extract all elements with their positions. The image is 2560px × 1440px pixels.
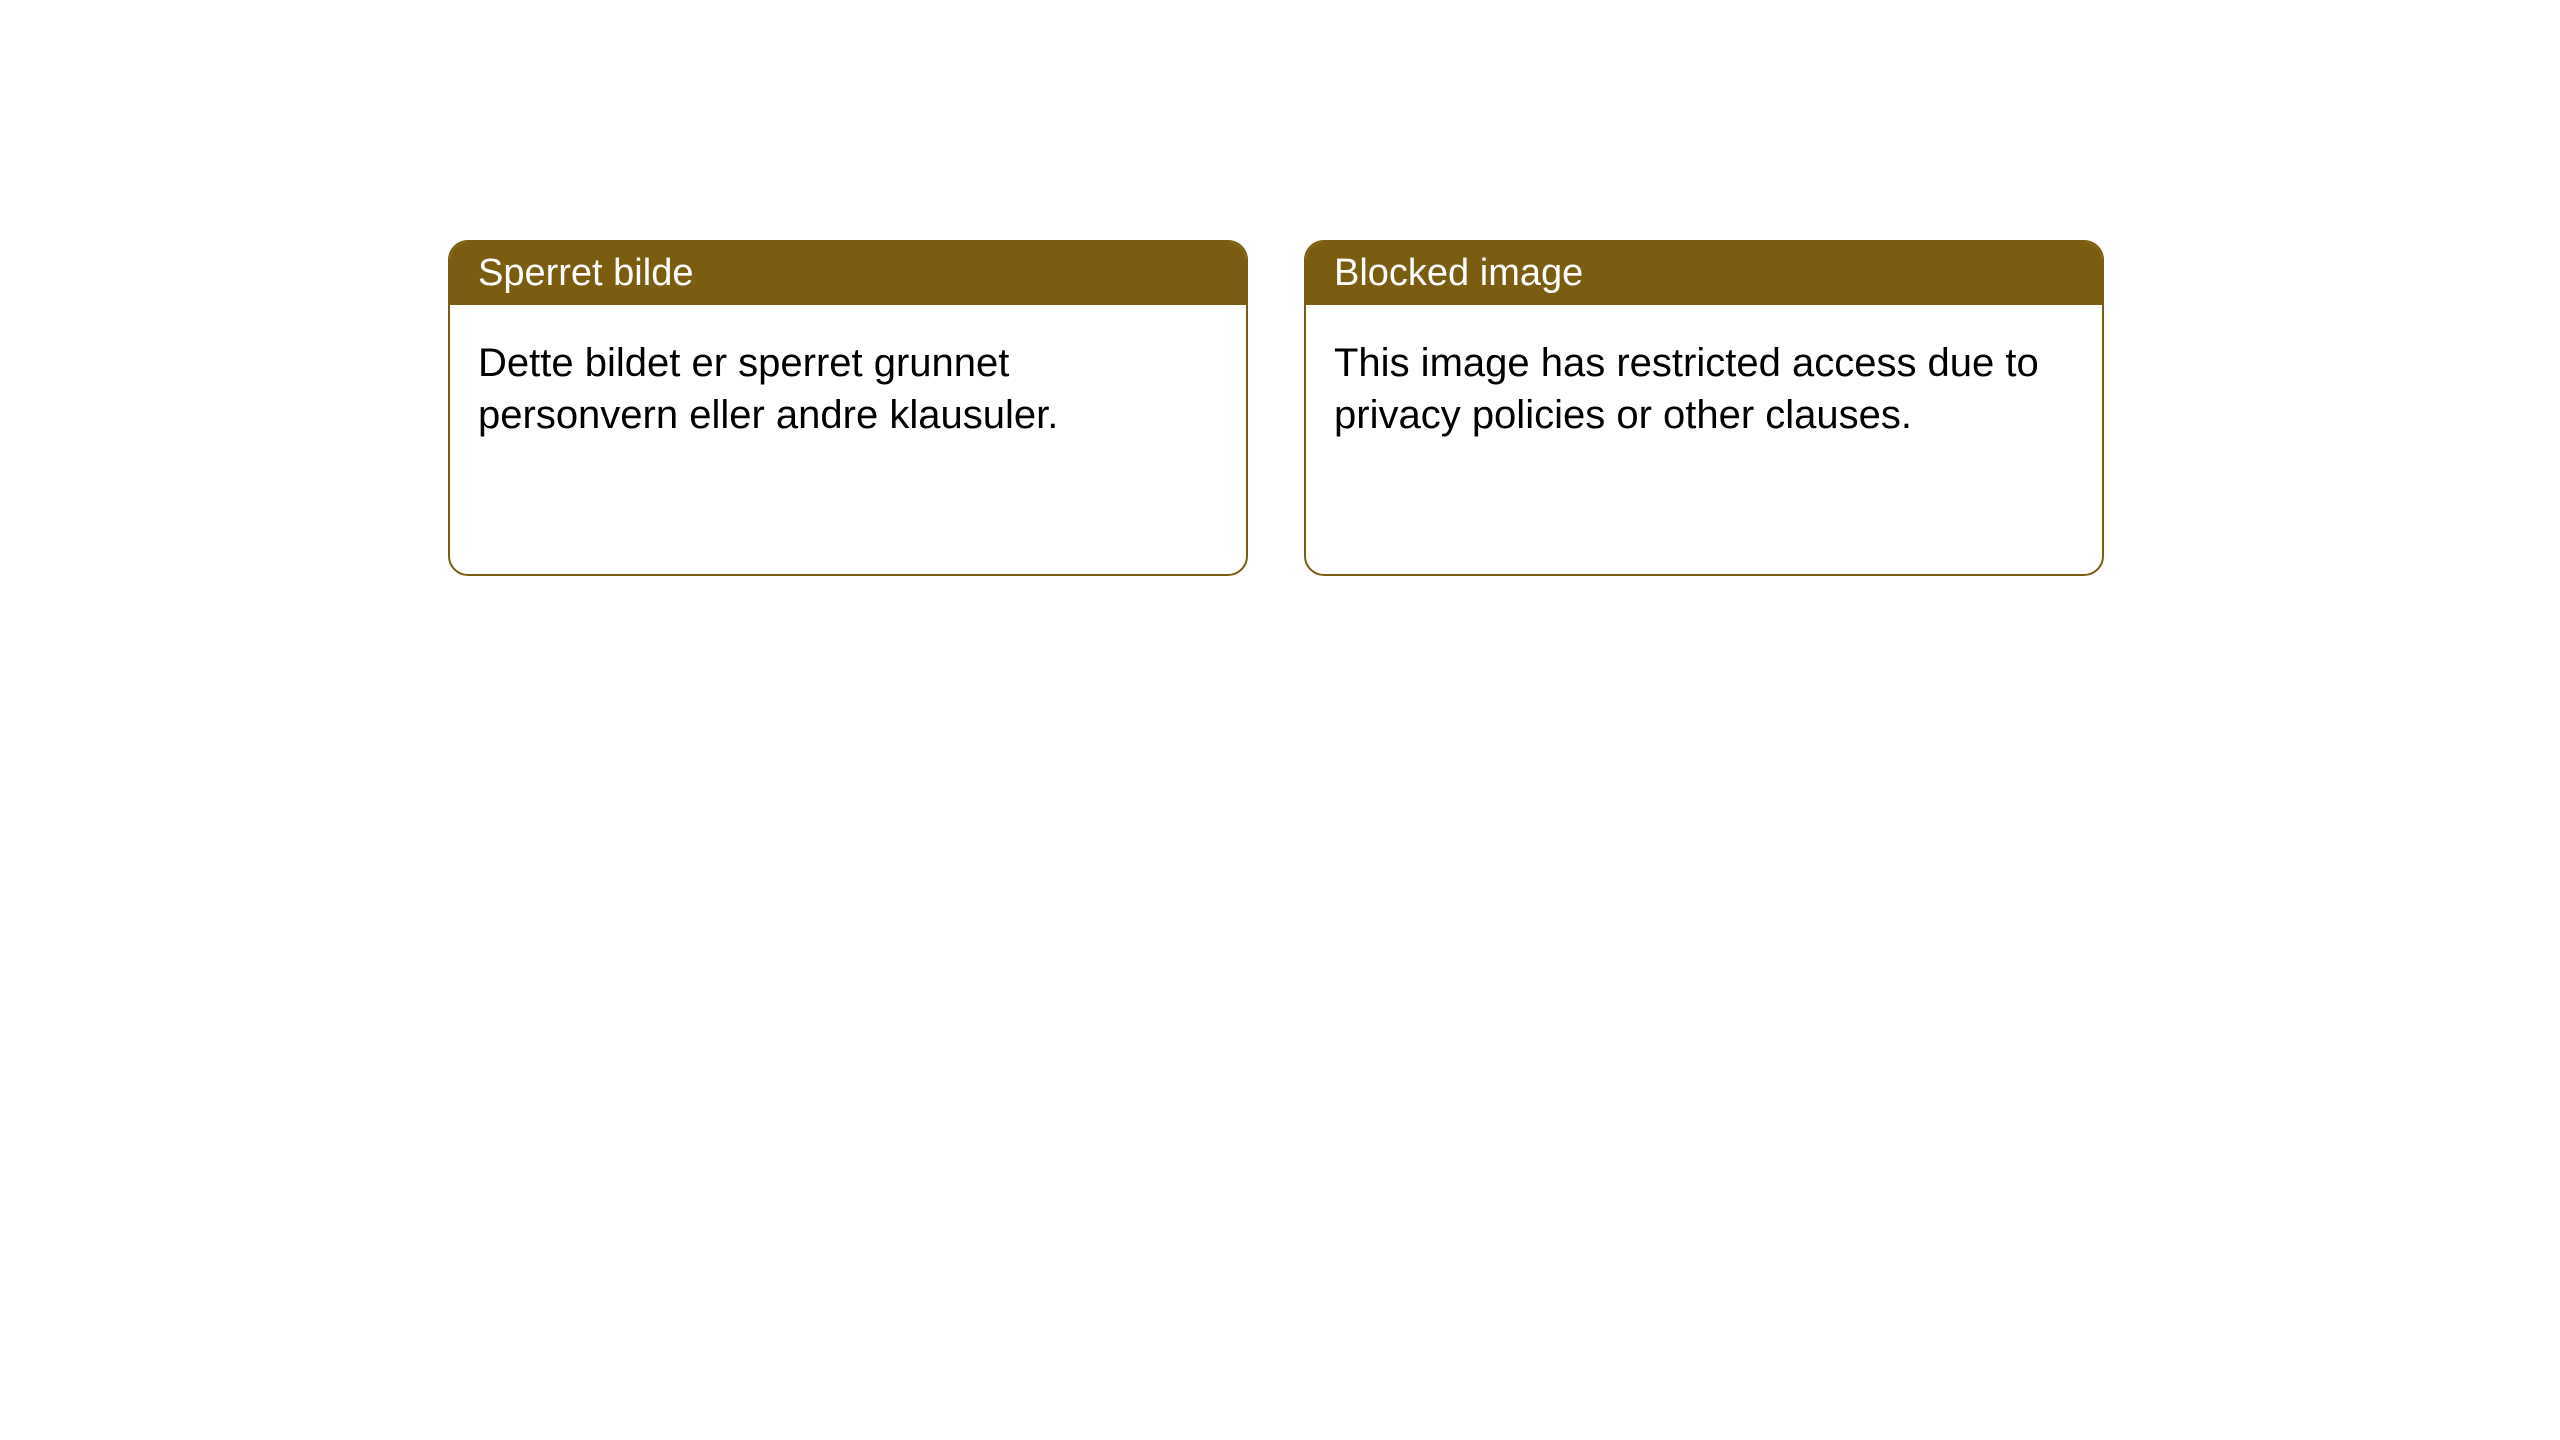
notice-title: Blocked image (1306, 242, 2102, 305)
notice-title: Sperret bilde (450, 242, 1246, 305)
notice-container: Sperret bilde Dette bildet er sperret gr… (0, 0, 2560, 576)
notice-body: Dette bildet er sperret grunnet personve… (450, 305, 1246, 473)
notice-card-english: Blocked image This image has restricted … (1304, 240, 2104, 576)
notice-card-norwegian: Sperret bilde Dette bildet er sperret gr… (448, 240, 1248, 576)
notice-body: This image has restricted access due to … (1306, 305, 2102, 473)
